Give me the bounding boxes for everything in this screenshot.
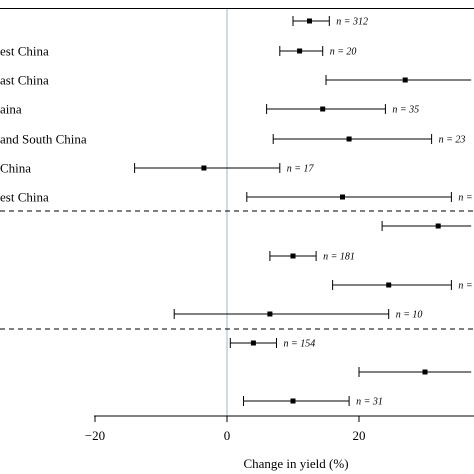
x-tick-label: 20 bbox=[353, 428, 366, 443]
row-label: aina bbox=[0, 102, 22, 117]
point-estimate bbox=[340, 194, 345, 200]
sample-size-label: n = 17 bbox=[287, 164, 315, 175]
sample-size-label: n = 312 bbox=[336, 17, 368, 28]
estimate-row: n = bbox=[332, 280, 473, 292]
point-estimate bbox=[346, 136, 352, 142]
estimate-row: n = 10 bbox=[173, 309, 423, 321]
sample-size-label: n = bbox=[458, 281, 472, 292]
x-tick-label: −20 bbox=[85, 428, 105, 443]
point-estimate bbox=[267, 311, 273, 317]
point-estimate bbox=[422, 369, 428, 375]
sample-size-label: n = bbox=[458, 193, 472, 204]
x-tick-label: 0 bbox=[224, 428, 231, 443]
point-estimate bbox=[290, 253, 296, 259]
estimate-row: n = 23 and South China bbox=[0, 132, 465, 147]
point-estimate bbox=[402, 77, 408, 83]
estimate-row: n = 20 est China bbox=[0, 44, 356, 59]
point-estimate bbox=[297, 48, 303, 54]
row-label: est China bbox=[0, 190, 49, 205]
point-estimate bbox=[250, 340, 256, 346]
row-label: and South China bbox=[0, 132, 87, 147]
estimate-row: n = 154 bbox=[229, 338, 316, 350]
point-estimate bbox=[435, 223, 441, 229]
sample-size-label: n = 181 bbox=[323, 252, 355, 263]
estimate-row: n = 31 bbox=[243, 396, 383, 408]
point-estimate bbox=[320, 106, 326, 112]
row-label: ast China bbox=[0, 73, 49, 88]
point-estimate bbox=[386, 282, 392, 288]
point-estimate bbox=[307, 18, 312, 24]
sample-size-label: n = 35 bbox=[392, 105, 419, 116]
point-estimate bbox=[201, 165, 207, 171]
sample-size-label: n = 23 bbox=[439, 135, 466, 146]
estimate-row: n = 181 bbox=[269, 251, 355, 263]
sample-size-label: n = 20 bbox=[330, 47, 357, 58]
row-label: China bbox=[0, 161, 31, 176]
estimate-row: n = 35 aina bbox=[0, 102, 419, 117]
estimate-row bbox=[358, 367, 472, 377]
estimate-row: n = 17 China bbox=[0, 161, 315, 176]
sample-size-label: n = 154 bbox=[284, 339, 316, 350]
row-label: est China bbox=[0, 44, 49, 59]
sample-size-label: n = 10 bbox=[396, 310, 423, 321]
point-estimate bbox=[290, 398, 296, 404]
estimate-row: ast China bbox=[0, 73, 472, 88]
sample-size-label: n = 31 bbox=[356, 397, 383, 408]
estimate-row: n = est China bbox=[0, 190, 473, 205]
x-axis-label: Change in yield (%) bbox=[243, 456, 348, 471]
estimate-row bbox=[381, 221, 472, 231]
estimate-row: n = 312 bbox=[292, 16, 368, 28]
